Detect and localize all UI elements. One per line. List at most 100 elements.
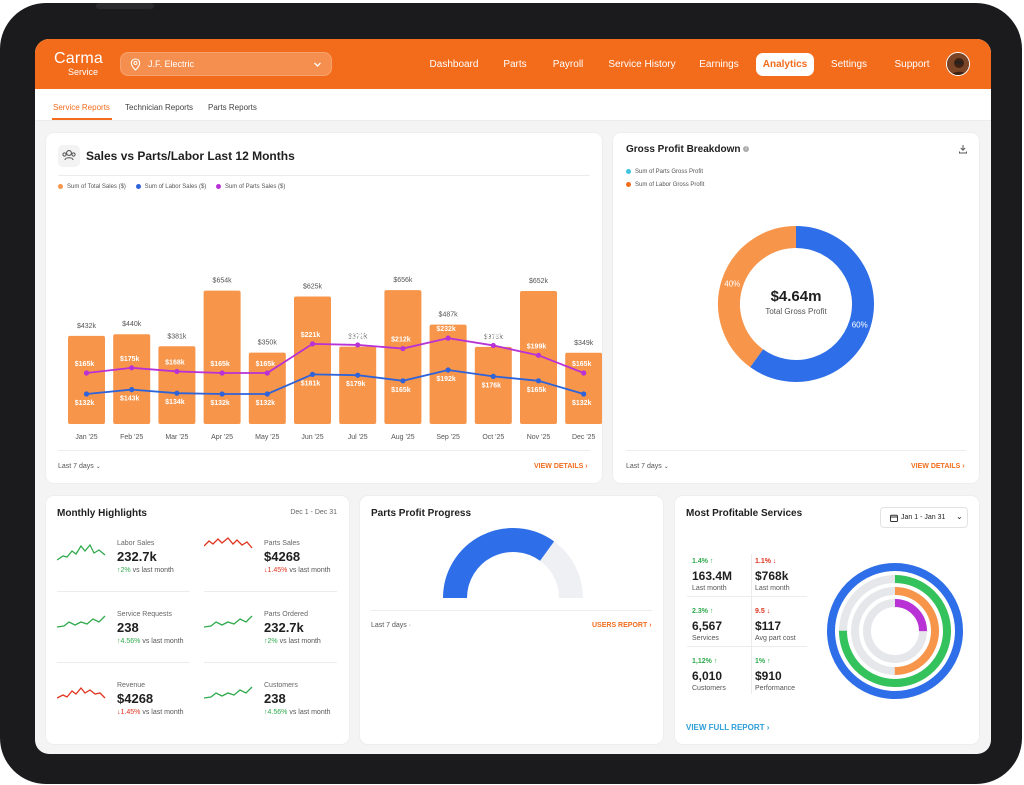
app-logo[interactable]: Carma Service [54, 50, 103, 77]
ring-progress[interactable] [851, 587, 939, 675]
series-point[interactable] [535, 352, 542, 358]
chevron-right-icon: › [585, 463, 588, 470]
highlights-date-range: Dec 1 - Dec 31 [290, 509, 337, 516]
bar-total-sales[interactable] [158, 346, 196, 424]
series-point[interactable] [264, 391, 270, 397]
stat-change: 1.1% ↓ [755, 558, 776, 565]
stats-grid-line [687, 646, 807, 647]
trend-down-icon: ↓ [772, 558, 777, 565]
sales-period-filter[interactable]: Last 7 days ⌄ [58, 463, 101, 470]
trend-up-icon: ↑ [264, 638, 268, 645]
nav-analytics[interactable]: Analytics [756, 53, 814, 76]
stat-value: $768k [755, 569, 789, 583]
bar-total-sales[interactable] [429, 324, 467, 424]
series-point[interactable] [219, 391, 225, 397]
user-avatar[interactable] [946, 52, 970, 76]
ring-progress[interactable] [863, 599, 927, 663]
view-details-link[interactable]: VIEW DETAILS › [534, 463, 588, 470]
series-point[interactable] [83, 370, 90, 376]
nav-earnings[interactable]: Earnings [699, 59, 739, 70]
view-full-report-link[interactable]: VIEW FULL REPORT › [686, 723, 769, 732]
bar-total-sales[interactable] [339, 346, 377, 424]
stat-label: Performance [755, 685, 796, 692]
highlight-change-value: 1.45% [120, 709, 141, 716]
series-point[interactable] [400, 345, 406, 352]
bar-total-sales[interactable] [113, 334, 151, 424]
bar-total-sales[interactable] [294, 296, 331, 425]
highlight-item-service-requests[interactable]: Service Requests 238 ↑4.56% vs last month [57, 607, 191, 667]
x-axis-tick-label: Aug '25 [391, 434, 415, 441]
series-point[interactable] [174, 390, 180, 396]
nav-service-history[interactable]: Service History [608, 59, 676, 70]
series-point[interactable] [400, 378, 406, 384]
highlight-item-labor-sales[interactable]: Labor Sales 232.7k ↑2% vs last month [57, 536, 191, 596]
series-point[interactable] [581, 391, 587, 397]
point-value-label: $165k [75, 361, 95, 368]
bar-value-label: $652k [529, 278, 549, 285]
point-value-label: $165k [391, 387, 411, 394]
series-point[interactable] [355, 342, 361, 348]
donut-slice-sum-of-labor-gross-profit[interactable] [718, 226, 797, 368]
series-point[interactable] [219, 370, 225, 376]
location-selector[interactable]: J.F. Electric [120, 52, 332, 76]
gross-period-filter[interactable]: Last 7 days ⌄ [626, 463, 669, 470]
ring-progress[interactable] [827, 563, 963, 699]
series-point[interactable] [174, 368, 180, 375]
location-pin-icon [130, 58, 141, 71]
series-point[interactable] [490, 373, 496, 379]
gauge-divider [371, 610, 652, 611]
ring-progress[interactable] [839, 575, 951, 687]
series-point[interactable] [129, 387, 135, 393]
highlight-item-parts-ordered[interactable]: Parts Ordered 232.7k ↑2% vs last month [204, 607, 338, 667]
users-report-link[interactable]: USERS REPORT › [592, 622, 652, 629]
parts-period-filter[interactable]: Last 7 days · [371, 622, 411, 629]
tab-technician-reports[interactable]: Technician Reports [125, 103, 194, 112]
nav-settings[interactable]: Settings [830, 59, 868, 70]
bar-total-sales[interactable] [68, 335, 105, 424]
series-point[interactable] [264, 370, 270, 376]
series-point[interactable] [445, 335, 451, 341]
highlight-value: 238 [264, 691, 286, 706]
info-icon[interactable]: i [743, 146, 749, 152]
bar-total-sales[interactable] [474, 346, 512, 424]
nav-support[interactable]: Support [894, 59, 930, 70]
highlight-change-value: 4.56% [120, 638, 141, 645]
highlight-item-customers[interactable]: Customers 238 ↑4.56% vs last month [204, 678, 338, 738]
series-point[interactable] [309, 371, 316, 377]
bar-total-sales[interactable] [565, 352, 602, 424]
donut-slice-sum-of-parts-gross-profit[interactable] [750, 226, 874, 382]
date-range-picker[interactable]: Jan 1 - Jan 31 ⌄ [880, 507, 968, 528]
stat-change-value: 2.3% [692, 608, 708, 615]
gauge-progress-fill [443, 528, 555, 599]
nav-dashboard[interactable]: Dashboard [429, 59, 479, 70]
legend-labor-gross-label: Sum of Labor Gross Profit [635, 182, 705, 189]
highlight-item-parts-sales[interactable]: Parts Sales $4268 ↓1.45% vs last month [204, 536, 338, 596]
gross-view-details-link[interactable]: VIEW DETAILS › [911, 463, 965, 470]
tab-parts-reports[interactable]: Parts Reports [208, 103, 257, 112]
highlight-change: ↑2% vs last month [117, 567, 174, 574]
download-icon[interactable] [958, 144, 968, 154]
x-axis-tick-label: Nov '25 [527, 434, 551, 441]
series-point[interactable] [581, 370, 587, 376]
series-point[interactable] [129, 365, 135, 371]
series-point[interactable] [83, 391, 90, 397]
series-point[interactable] [445, 367, 451, 373]
series-point[interactable] [355, 372, 361, 378]
highlight-item-revenue[interactable]: Revenue $4268 ↓1.45% vs last month [57, 678, 191, 738]
nav-payroll[interactable]: Payroll [552, 59, 584, 70]
series-point[interactable] [309, 341, 316, 347]
highlight-change: ↓1.45% vs last month [264, 567, 331, 574]
highlight-change-suffix: vs last month [142, 638, 184, 645]
bar-total-sales[interactable] [384, 290, 422, 424]
series-point[interactable] [490, 342, 496, 349]
legend-dot-labor [135, 184, 141, 189]
nav-parts[interactable]: Parts [503, 59, 527, 70]
avatar-image [947, 53, 969, 75]
tab-service-reports[interactable]: Service Reports [53, 103, 110, 112]
team-icon-box [58, 145, 80, 167]
bar-total-sales[interactable] [203, 290, 241, 424]
profit-stat-avg-part-cost: 9.5 ↓ $117 Avg part cost [755, 608, 813, 652]
series-point[interactable] [535, 378, 542, 384]
bar-total-sales[interactable] [248, 352, 286, 424]
gross-period-label: Last 7 days [626, 463, 662, 470]
